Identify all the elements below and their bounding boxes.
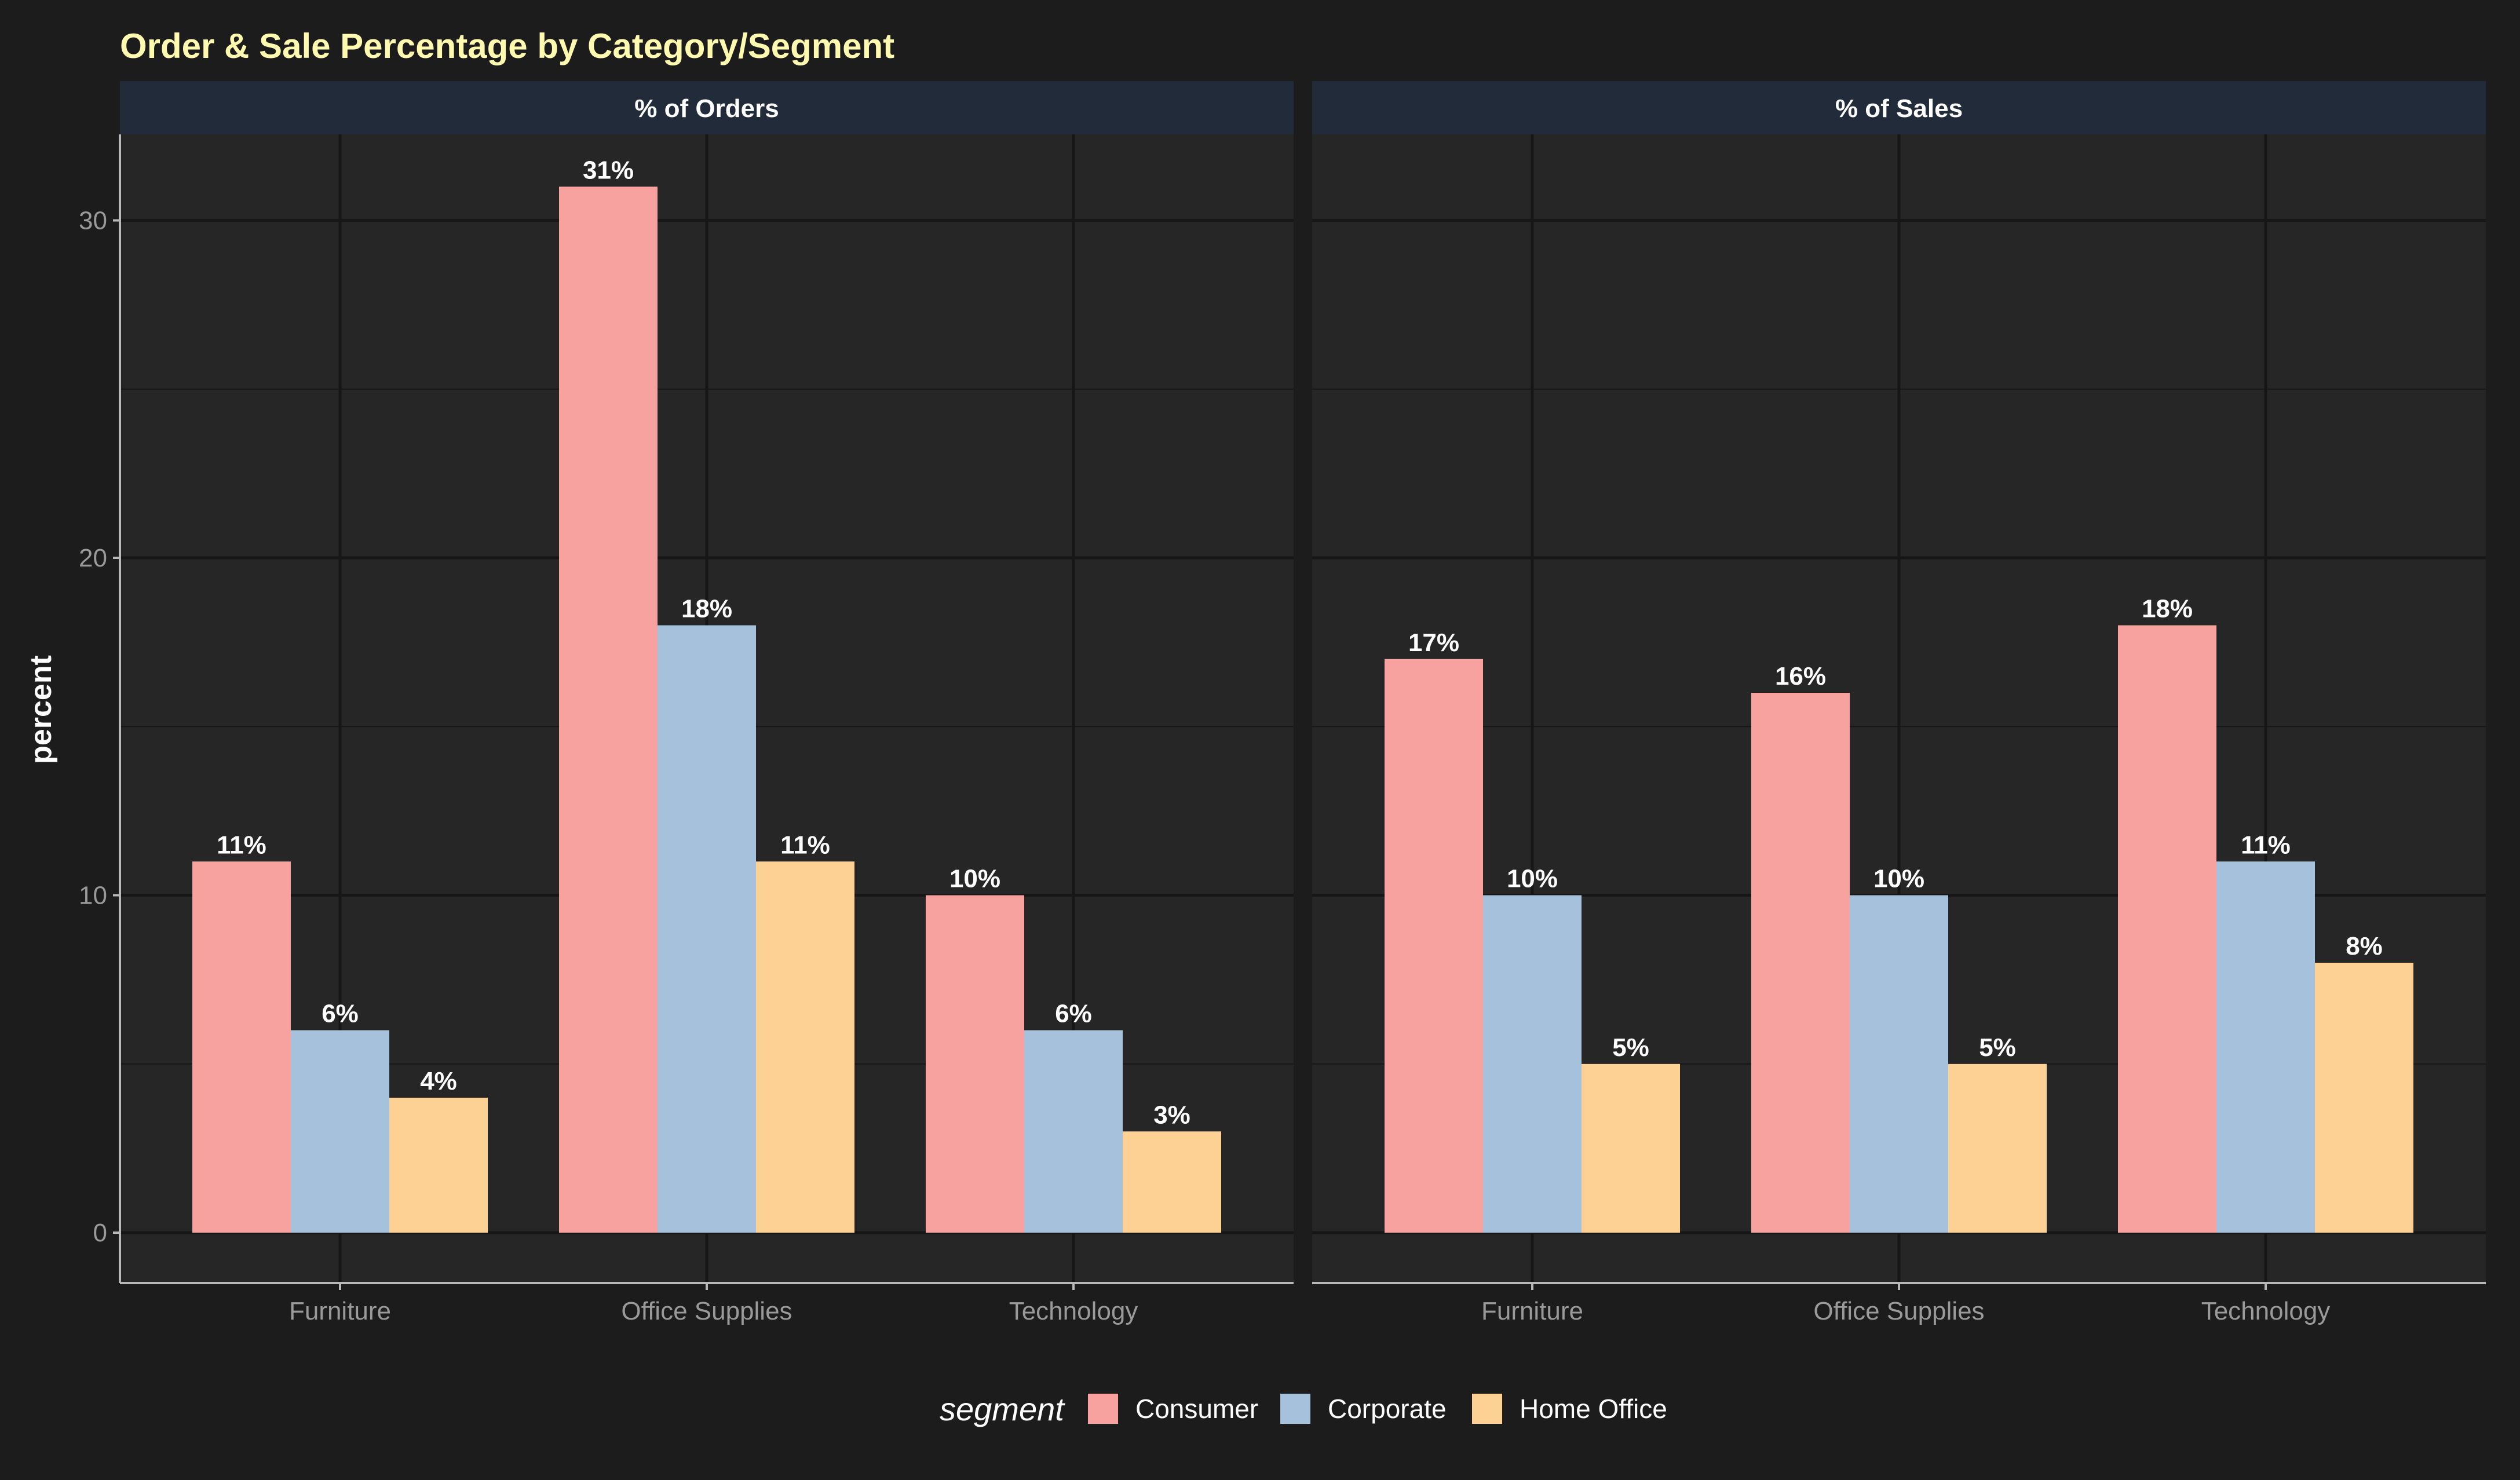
bar [291,1030,389,1233]
y-tick-label: 10 [79,882,107,910]
bar [1024,1030,1123,1233]
bar-data-label: 17% [1408,628,1459,657]
facet-panel-1: % of Orders 11% 31% 10% 6% 18% 6% 4% 11% 3% Furnit… [79,81,1294,1325]
y-tick-label: 30 [79,207,107,235]
x-tick-label: Technology [2201,1297,2331,1325]
bar [2216,861,2315,1233]
bar [658,625,756,1233]
bar [559,187,658,1233]
bar [1850,895,1948,1233]
bar [1582,1064,1680,1233]
bar [2118,625,2216,1233]
legend-title: segment [940,1391,1065,1427]
bar-data-label: 11% [2241,831,2291,859]
legend-swatch [1472,1394,1502,1424]
bar-data-label: 6% [322,1000,359,1028]
bar-data-label: 11% [217,831,266,859]
legend-entry-label: Corporate [1328,1394,1447,1424]
bar-data-label: 11% [780,831,830,859]
bar-data-label: 4% [420,1067,457,1095]
bar-data-label: 3% [1153,1101,1190,1129]
chart-title: Order & Sale Percentage by Category/Segm… [120,27,894,65]
bar-data-label: 8% [2346,932,2383,960]
bar [389,1098,488,1233]
x-tick-label: Office Supplies [1813,1297,1984,1325]
bar [1948,1064,2047,1233]
x-tick-label: Technology [1009,1297,1138,1325]
legend-entry-label: Home Office [1520,1394,1667,1424]
bar [926,895,1024,1233]
legend-swatch [1280,1394,1310,1424]
facet-strip-label: % of Sales [1835,94,1963,123]
bar [1123,1131,1221,1233]
bar-data-label: 18% [2142,595,2193,623]
legend-swatch [1088,1394,1118,1424]
bar [1751,693,1850,1233]
x-tick-label: Office Supplies [621,1297,792,1325]
bar-data-label: 10% [1873,865,1924,893]
bar [192,861,291,1233]
bar-data-label: 10% [949,865,1000,893]
legend: segment Consumer Corporate Home Office [940,1391,1667,1427]
y-axis-label: percent [24,655,58,764]
chart-panels: % of Orders 11% 31% 10% 6% 18% 6% 4% 11% 3% Furnit… [79,81,2486,1325]
bar [1483,895,1582,1233]
bar [1385,659,1483,1233]
x-tick-label: Furniture [1481,1297,1583,1325]
x-tick-label: Furniture [289,1297,391,1325]
y-tick-label: 20 [79,544,107,572]
bar [756,861,854,1233]
bar-data-label: 6% [1055,1000,1092,1028]
legend-entry-label: Consumer [1135,1394,1258,1424]
bar-data-label: 31% [583,156,634,184]
facet-strip-label: % of Orders [634,94,779,123]
bar-data-label: 5% [1979,1033,2016,1062]
bar-data-label: 10% [1507,865,1558,893]
facet-strip [120,81,1294,134]
y-tick-label: 0 [93,1219,107,1247]
bar-data-label: 16% [1775,662,1826,690]
bar-data-label: 5% [1612,1033,1649,1062]
facet-panel-2: % of Sales 17% 16% 18% 10% 10% 11% 5% 5% 8% Furnit… [1312,81,2486,1325]
bar [2315,963,2413,1233]
bar-data-label: 18% [681,595,732,623]
facet-strip [1312,81,2486,134]
